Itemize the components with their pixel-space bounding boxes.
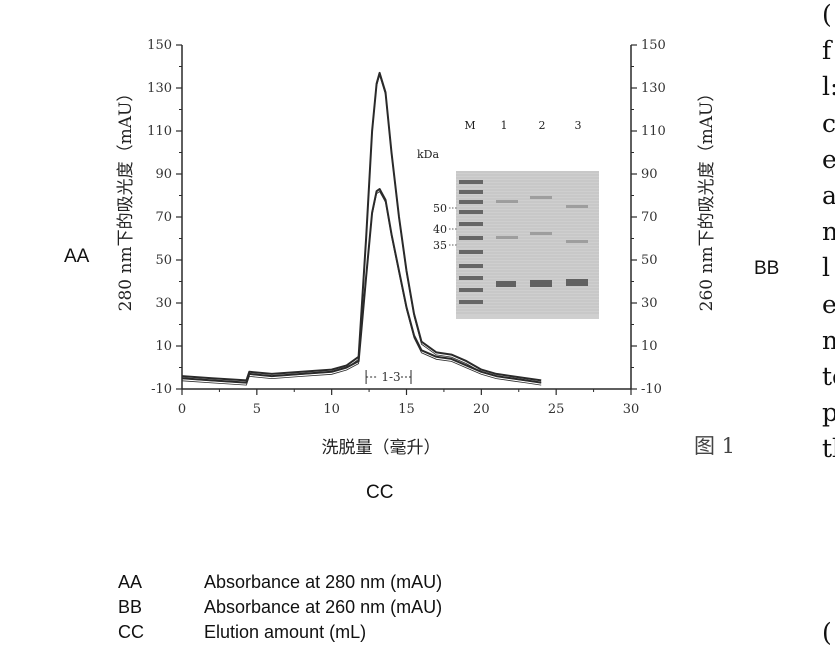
truncated-text-fragment: n	[822, 219, 835, 244]
gel-marker-label: 50	[433, 202, 447, 215]
truncated-text-fragment: e	[822, 292, 835, 317]
y-tick-label-right: 110	[641, 124, 666, 139]
truncated-text-fragment: n	[822, 328, 835, 353]
gel-band-faint	[530, 232, 552, 235]
legend-row-bb: BBAbsorbance at 260 nm (mAU)	[118, 597, 442, 618]
legend-meaning: Elution amount (mL)	[204, 622, 366, 642]
gel-band-faint	[496, 236, 518, 239]
y-tick-label-left: -10	[151, 382, 172, 397]
y-tick-label-left: 110	[147, 124, 172, 139]
gel-band-marker	[459, 300, 483, 304]
gel-band-sample	[566, 279, 588, 286]
y-axis-right-title: 260 nm下的吸光度（mAU）	[697, 85, 717, 312]
legend-code: BB	[118, 597, 204, 618]
legend-code: CC	[118, 622, 204, 643]
y-tick-label-right: 50	[641, 253, 658, 268]
y-tick-label-right: 10	[641, 339, 658, 354]
x-tick-label: 5	[253, 402, 261, 417]
y-tick-label-left: 130	[147, 81, 172, 96]
fraction-bracket-label: 1-3	[381, 370, 400, 384]
y-tick-label-left: 70	[155, 210, 172, 225]
y-tick-label-left: 90	[155, 167, 172, 182]
gel-band-marker	[459, 190, 483, 194]
y-tick-label-right: 70	[641, 210, 658, 225]
x-tick-label: 0	[178, 402, 186, 417]
gel-lane-label: 2	[539, 119, 546, 132]
code-x-axis: CC	[366, 482, 393, 504]
code-left-axis: AA	[64, 246, 89, 268]
y-tick-label-left: 10	[155, 339, 172, 354]
truncated-text-fragment: f	[822, 38, 831, 63]
truncated-text-fragment: (	[822, 620, 832, 645]
gel-band-marker	[459, 210, 483, 214]
gel-marker-label: 40	[433, 223, 447, 236]
truncated-text-fragment: a	[822, 183, 835, 208]
legend-row-cc: CCElution amount (mL)	[118, 622, 366, 643]
x-tick-label: 30	[623, 402, 640, 417]
truncated-text-fragment: to	[822, 364, 835, 389]
truncated-body-text: (fl:ceanlentoptl(	[822, 0, 835, 654]
gel-band-marker	[459, 250, 483, 254]
x-tick-label: 25	[548, 402, 565, 417]
gel-lane-label: 1	[501, 119, 508, 132]
truncated-text-fragment: e	[822, 147, 835, 172]
y-tick-label-right: 30	[641, 296, 658, 311]
code-right-axis: BB	[754, 258, 779, 280]
y-tick-label-right: 90	[641, 167, 658, 182]
gel-band-faint	[530, 196, 552, 199]
legend-meaning: Absorbance at 280 nm (mAU)	[204, 572, 442, 592]
gel-inset: M 1 2 3 kDa 50 40 35	[417, 119, 599, 319]
y-tick-label-right: -10	[641, 382, 662, 397]
gel-band-faint	[566, 205, 588, 208]
legend-code: AA	[118, 572, 204, 593]
x-axis-title: 洗脱量（毫升）	[322, 438, 441, 458]
x-tick-label: 10	[323, 402, 340, 417]
figure-label: 图 1	[694, 430, 735, 460]
gel-band-marker	[459, 200, 483, 204]
fraction-bracket: 1-3	[366, 370, 411, 384]
truncated-text-fragment: p	[822, 400, 835, 425]
gel-lane-label: M	[464, 119, 475, 132]
gel-band-faint	[566, 240, 588, 243]
gel-lane-label: 3	[575, 119, 582, 132]
gel-band-marker	[459, 222, 483, 226]
gel-band-marker	[459, 180, 483, 184]
gel-band-faint	[496, 200, 518, 203]
gel-band-sample	[496, 281, 516, 287]
truncated-text-fragment: l	[822, 255, 830, 280]
y-tick-label-right: 150	[641, 38, 666, 53]
gel-band-marker	[459, 276, 483, 280]
gel-band-marker	[459, 264, 483, 268]
truncated-text-fragment: tl	[822, 436, 835, 461]
x-tick-label: 15	[398, 402, 415, 417]
y-tick-label-right: 130	[641, 81, 666, 96]
gel-band-marker	[459, 288, 483, 292]
y-axis-left-title: 280 nm下的吸光度（mAU）	[116, 85, 136, 312]
legend-row-aa: AAAbsorbance at 280 nm (mAU)	[118, 572, 442, 593]
y-tick-label-left: 150	[147, 38, 172, 53]
truncated-text-fragment: c	[822, 111, 835, 136]
truncated-text-fragment: l:	[822, 74, 835, 99]
gel-band-marker	[459, 236, 483, 240]
gel-marker-label: 35	[433, 239, 447, 252]
legend-meaning: Absorbance at 260 nm (mAU)	[204, 597, 442, 617]
truncated-text-fragment: (	[822, 2, 832, 27]
gel-unit-label: kDa	[417, 148, 439, 161]
y-tick-label-left: 30	[155, 296, 172, 311]
gel-band-sample	[530, 280, 552, 287]
y-tick-label-left: 50	[155, 253, 172, 268]
x-tick-label: 20	[473, 402, 490, 417]
